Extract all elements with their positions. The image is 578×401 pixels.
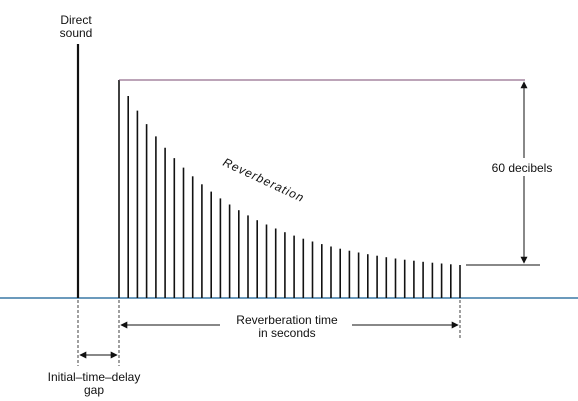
itdg-label-line1: Initial–time–delay: [48, 370, 141, 384]
decibel-label-mask: [488, 158, 558, 176]
direct-sound-label-line2: sound: [60, 26, 93, 40]
itdg-label-line2: gap: [84, 383, 104, 397]
reflection-spikes: [118, 80, 461, 298]
direct-sound-label-line1: Direct: [60, 13, 92, 27]
reverberation-label: Reverberation: [221, 155, 307, 205]
reverb-time-label-line2: in seconds: [258, 326, 315, 340]
decibel-label: 60 decibels: [492, 161, 553, 175]
reverb-time-label-mask: [220, 314, 352, 336]
reverb-time-label-line1: Reverberation time: [236, 313, 338, 327]
